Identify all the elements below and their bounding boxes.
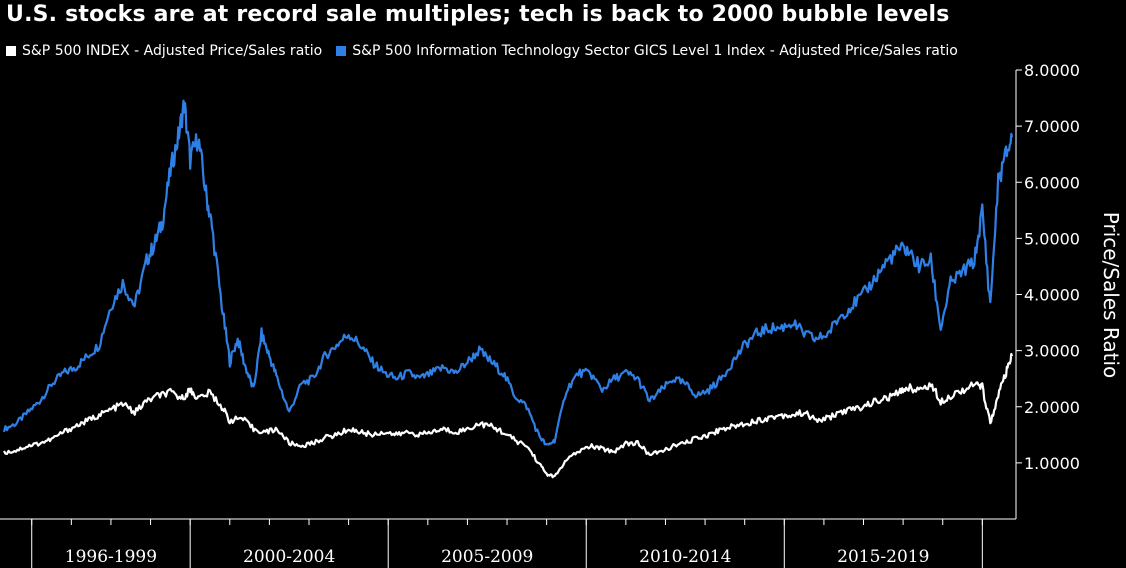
legend-swatch-tech [336, 46, 347, 56]
legend-item-tech: S&P 500 Information Technology Sector GI… [336, 43, 958, 59]
legend: S&P 500 INDEX - Adjusted Price/Sales rat… [6, 43, 972, 59]
x-period-label: 2010-2014 [639, 547, 731, 567]
series-line-sp500 [3, 352, 1014, 479]
y-tick-label: 1.0000 [1024, 454, 1080, 473]
legend-item-sp500: S&P 500 INDEX - Adjusted Price/Sales rat… [6, 43, 322, 59]
legend-swatch-sp500 [6, 46, 16, 56]
x-period-label: 2005-2009 [441, 547, 533, 567]
chart-title: U.S. stocks are at record sale multiples… [6, 2, 950, 27]
y-tick-label: 4.0000 [1024, 286, 1080, 305]
x-period-label: 2015-2019 [837, 547, 929, 567]
x-period-label: 2000-2004 [243, 547, 335, 567]
chart-axes: 1.0000 2.0000 3.0000 4.0000 5.0000 6.0000 7.00… [0, 61, 1080, 568]
y-tick-label: 2.0000 [1024, 398, 1080, 417]
y-axis-label: Price/Sales Ratio [1099, 212, 1123, 378]
y-tick-label: 6.0000 [1024, 173, 1080, 192]
chart-series [2, 99, 1014, 479]
x-period-label: 1996-1999 [65, 547, 157, 567]
y-tick-label: 7.0000 [1024, 117, 1080, 136]
series-line-tech [2, 99, 1014, 446]
y-tick-label: 5.0000 [1024, 229, 1080, 248]
legend-label-sp500: S&P 500 INDEX - Adjusted Price/Sales rat… [22, 43, 323, 59]
legend-label-tech: S&P 500 Information Technology Sector GI… [352, 43, 958, 59]
y-tick-label: 3.0000 [1024, 342, 1080, 361]
y-tick-label: 8.0000 [1024, 61, 1080, 80]
